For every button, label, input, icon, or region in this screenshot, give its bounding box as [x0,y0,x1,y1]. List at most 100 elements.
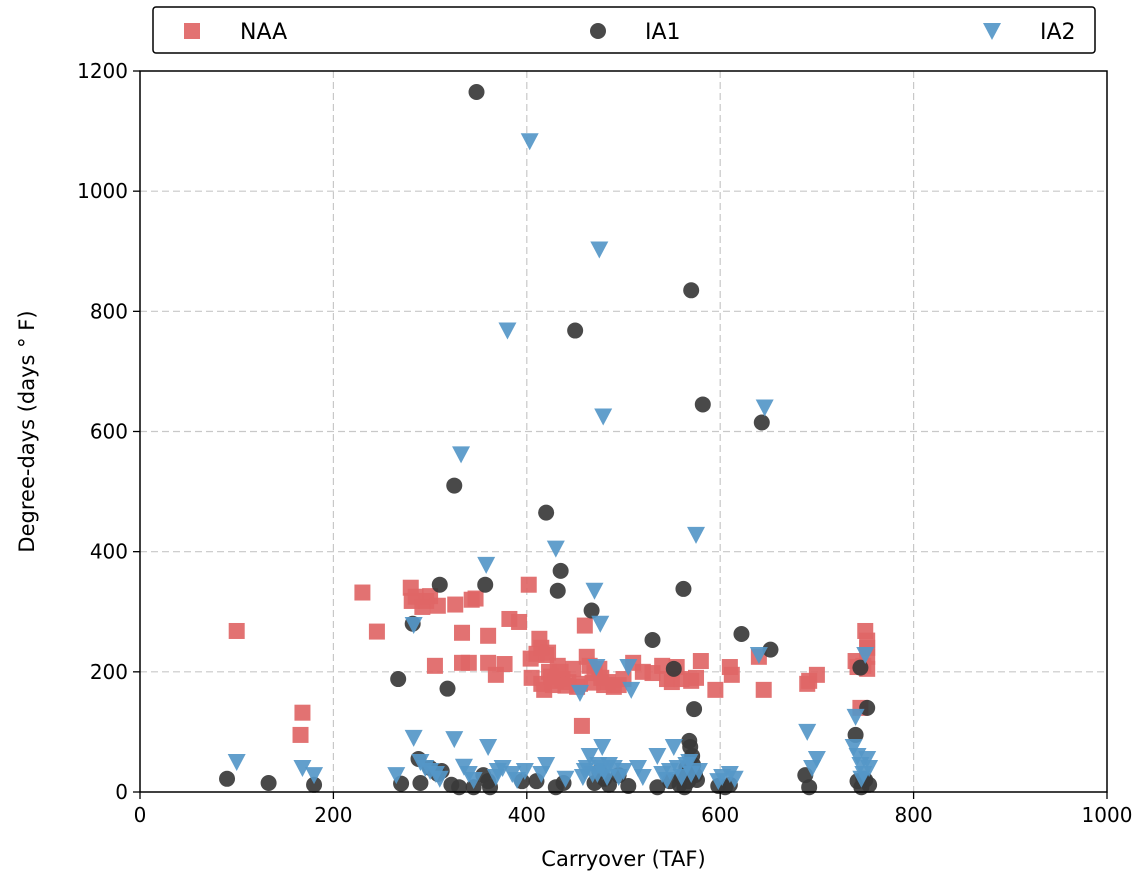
data-point-ia1 [439,680,456,697]
data-point-ia2 [477,556,496,574]
data-point-ia1 [861,776,878,793]
data-point-ia1 [683,282,700,299]
data-point-ia2 [493,759,512,777]
data-point-ia2 [619,659,638,677]
legend-item-ia2: IA2 [983,20,1076,45]
data-point-ia2 [580,747,599,765]
data-point-ia2 [725,770,744,788]
data-point-ia2 [445,731,464,749]
data-point-ia2 [587,659,606,677]
legend-marker-ia2 [983,23,1001,40]
data-point-ia2 [680,753,699,771]
data-point-ia2 [387,767,406,785]
data-point-ia1 [431,576,448,593]
data-point-ia2 [594,408,613,426]
data-point-naa [565,660,582,677]
data-point-ia2 [537,756,556,774]
data-point-naa [480,654,497,671]
data-point-ia1 [306,776,323,793]
data-point-ia2 [293,759,312,777]
data-point-ia1 [665,660,682,677]
data-point-ia2 [798,723,817,741]
data-point-naa [429,597,446,614]
legend-label-ia2: IA2 [1040,20,1076,45]
data-point-naa [447,596,464,613]
series-ia2 [227,133,879,791]
legend-label-ia1: IA1 [645,20,681,45]
x-tick-label: 800 [895,803,933,827]
data-point-ia2 [749,647,768,665]
data-point-ia1 [451,779,468,796]
data-point-ia2 [430,770,449,788]
data-point-ia1 [446,477,463,494]
legend-label-naa: NAA [240,20,287,45]
data-point-ia2 [648,747,667,765]
data-point-ia2 [404,616,423,634]
legend-item-ia1: IA1 [590,20,681,45]
data-point-ia1 [552,562,569,579]
y-tick-label: 600 [90,420,128,444]
x-axis-label: Carryover (TAF) [541,847,705,871]
data-point-ia1 [852,659,869,676]
data-point-ia2 [404,729,423,747]
data-point-ia2 [856,647,875,665]
data-point-naa [426,657,443,674]
data-point-ia2 [622,681,641,699]
data-point-ia1 [859,699,876,716]
data-point-ia1 [801,779,818,796]
data-point-ia1 [620,777,637,794]
y-axis-label: Degree-days (days ° F) [15,310,39,552]
legend-box [152,6,1096,54]
data-point-ia1 [694,396,711,413]
x-tick-label: 200 [314,803,352,827]
x-tick-label: 1000 [1082,803,1133,827]
data-point-ia1 [477,576,494,593]
data-point-ia1 [762,641,779,658]
data-point-ia1 [567,322,584,339]
data-point-ia2 [570,684,589,702]
data-point-ia2 [464,771,483,789]
data-point-ia1 [847,726,864,743]
data-point-naa [228,622,245,639]
data-point-ia2 [591,615,610,633]
data-point-ia2 [498,322,517,340]
data-point-ia2 [807,750,826,768]
data-point-ia1 [260,774,277,791]
data-point-ia1 [538,504,555,521]
data-point-ia2 [452,446,471,464]
data-point-naa [707,681,724,698]
data-point-ia1 [583,602,600,619]
y-tick-label: 200 [90,660,128,684]
data-point-ia1 [549,582,566,599]
data-point-naa [368,623,385,640]
y-tick-label: 400 [90,540,128,564]
y-tick-label: 800 [90,299,128,323]
data-point-ia2 [520,133,539,151]
data-point-ia2 [479,738,498,756]
data-point-naa [460,654,477,671]
data-point-ia2 [546,540,565,558]
data-point-ia1 [675,580,692,597]
data-point-ia2 [844,738,863,756]
legend-marker-ia1 [590,23,606,39]
y-tick-label: 1200 [77,59,128,83]
data-point-naa [808,666,825,683]
data-point-naa [354,584,371,601]
data-point-ia2 [556,770,575,788]
data-point-naa [688,669,705,686]
data-point-naa [480,627,497,644]
legend-item-naa: NAA [184,20,287,45]
axis-ticks: 0 200 400 600 800 1000 0 200 400 600 800 1000 1200 [77,59,1132,827]
data-point-ia2 [860,759,879,777]
y-tick-label: 0 [115,780,128,804]
data-point-ia1 [482,779,499,796]
data-point-naa [520,576,537,593]
data-point-ia1 [649,779,666,796]
data-point-ia1 [644,631,661,648]
data-point-ia2 [508,771,527,789]
data-point-ia1 [753,414,770,431]
data-point-naa [723,666,740,683]
data-point-ia2 [585,582,604,600]
